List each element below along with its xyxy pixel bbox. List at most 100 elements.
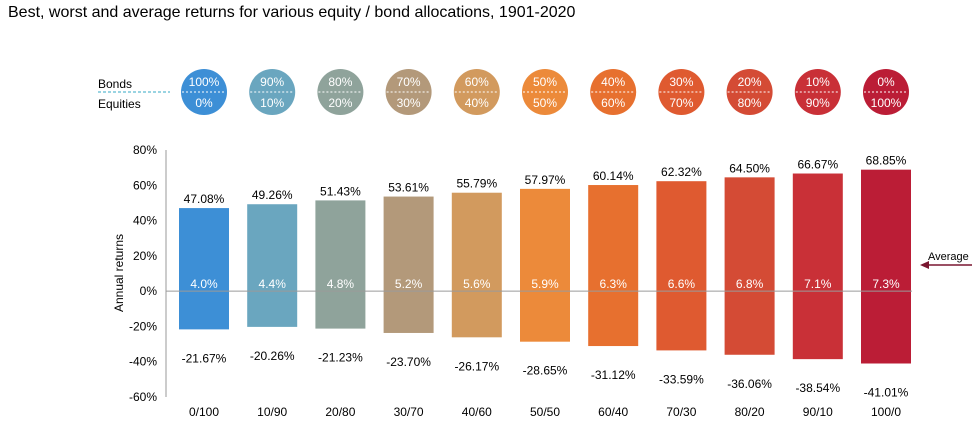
x-tick-label: 50/50: [530, 405, 560, 419]
best-value-label: 66.67%: [797, 158, 838, 172]
equities-pct-label: 100%: [871, 96, 902, 110]
bars: 47.08% -21.67% 4.0% 0/100 49.26% -20.26% 4.4% 1…: [179, 154, 911, 419]
average-value-label: 7.1%: [804, 277, 832, 291]
worst-value-label: -20.26%: [250, 349, 295, 363]
y-tick-label: 80%: [133, 143, 157, 157]
x-tick-label: 40/60: [462, 405, 492, 419]
allocation-circle-100/0: 0% 100%: [863, 69, 909, 115]
best-value-label: 53.61%: [388, 181, 429, 195]
best-value-label: 60.14%: [593, 169, 634, 183]
best-value-label: 64.50%: [729, 161, 770, 175]
equities-pct-label: 80%: [738, 96, 762, 110]
bonds-pct-label: 70%: [397, 75, 421, 89]
x-tick-label: 0/100: [189, 405, 219, 419]
allocation-circle-90/10: 10% 90%: [794, 69, 841, 115]
bonds-pct-label: 30%: [669, 75, 693, 89]
average-value-label: 5.9%: [531, 277, 559, 291]
y-tick-label: 0%: [140, 284, 158, 298]
bar-60/40: [588, 185, 639, 347]
bar-10/90: [247, 204, 298, 327]
bonds-pct-label: 40%: [601, 75, 625, 89]
bar-80/20: [724, 177, 775, 355]
allocation-circle-30/70: 70% 30%: [385, 69, 432, 115]
best-value-label: 47.08%: [184, 192, 225, 206]
best-value-label: 57.97%: [525, 173, 566, 187]
best-value-label: 55.79%: [456, 177, 497, 191]
y-tick-label: -60%: [129, 390, 157, 404]
y-tick-label: 20%: [133, 249, 157, 263]
allocation-circle-60/40: 40% 60%: [590, 69, 637, 115]
x-tick-label: 80/20: [735, 405, 765, 419]
equities-pct-label: 60%: [601, 96, 625, 110]
average-value-label: 5.6%: [463, 277, 491, 291]
bonds-pct-label: 20%: [738, 75, 762, 89]
equities-pct-label: 30%: [397, 96, 421, 110]
equities-label: Equities: [98, 97, 141, 111]
average-value-label: 6.3%: [600, 277, 628, 291]
x-tick-label: 90/10: [803, 405, 833, 419]
equities-pct-label: 20%: [328, 96, 352, 110]
bonds-pct-label: 60%: [465, 75, 489, 89]
y-axis: Annual returns -60% -40% -20% 0% 20% 40% 60% 80…: [112, 143, 167, 404]
average-value-label: 4.0%: [190, 277, 218, 291]
worst-value-label: -38.54%: [795, 381, 840, 395]
average-value-label: 5.2%: [395, 277, 423, 291]
average-value-label: 4.8%: [327, 277, 355, 291]
best-value-label: 51.43%: [320, 184, 361, 198]
best-value-label: 49.26%: [252, 188, 293, 202]
bar-0/100: [179, 208, 229, 330]
worst-value-label: -26.17%: [454, 359, 499, 373]
equities-pct-label: 90%: [806, 96, 830, 110]
y-tick-label: 60%: [133, 178, 157, 192]
bar-20/80: [315, 200, 366, 329]
equities-pct-label: 0%: [195, 96, 213, 110]
allocation-circle: [249, 69, 296, 115]
y-tick-label: -20%: [129, 319, 157, 333]
average-label: Average: [928, 251, 969, 263]
bonds-label: Bonds: [98, 77, 132, 91]
bar-90/10: [792, 173, 843, 360]
bonds-pct-label: 10%: [806, 75, 830, 89]
allocation-circle-10/90: 90% 10%: [249, 69, 296, 115]
allocation-circle-80/20: 20% 80%: [726, 69, 773, 115]
worst-value-label: -21.67%: [182, 351, 227, 365]
average-value-label: 4.4%: [259, 277, 287, 291]
bonds-pct-label: 80%: [328, 75, 352, 89]
x-tick-label: 20/80: [325, 405, 355, 419]
allocation-circle-50/50: 50% 50%: [522, 69, 568, 115]
bonds-pct-label: 50%: [533, 75, 557, 89]
allocation-legend: Bonds Equities: [98, 77, 170, 111]
x-tick-label: 10/90: [257, 405, 287, 419]
worst-value-label: -21.23%: [318, 351, 363, 365]
allocation-circles: 100%0%90%10%80%20%70%30%60%40%50%50%40%6…: [181, 69, 909, 115]
x-tick-label: 30/70: [394, 405, 424, 419]
y-tick-label: -40%: [129, 355, 157, 369]
y-axis-label: Annual returns: [112, 234, 126, 312]
allocation-circle-40/60: 60% 40%: [453, 69, 500, 115]
equities-pct-label: 10%: [260, 96, 284, 110]
x-tick-label: 60/40: [598, 405, 628, 419]
equities-pct-label: 70%: [669, 96, 693, 110]
worst-value-label: -28.65%: [523, 364, 568, 378]
bar-50/50: [520, 188, 570, 342]
bar-40/60: [451, 192, 502, 338]
equities-pct-label: 50%: [533, 96, 557, 110]
average-value-label: 6.8%: [736, 277, 764, 291]
bar-70/30: [656, 181, 707, 351]
x-tick-label: 100/0: [871, 405, 901, 419]
bonds-pct-label: 0%: [877, 75, 895, 89]
average-value-label: 7.3%: [872, 277, 900, 291]
y-tick-label: 40%: [133, 214, 157, 228]
worst-value-label: -33.59%: [659, 372, 704, 386]
x-tick-label: 70/30: [666, 405, 696, 419]
worst-value-label: -23.70%: [386, 355, 431, 369]
best-value-label: 62.32%: [661, 165, 702, 179]
worst-value-label: -41.01%: [864, 385, 909, 399]
chart-title: Best, worst and average returns for vari…: [8, 4, 576, 21]
average-arrow-head: [920, 261, 929, 269]
allocation-circle-20/80: 80% 20%: [317, 69, 364, 115]
equities-pct-label: 40%: [465, 96, 489, 110]
best-value-label: 68.85%: [866, 154, 907, 168]
